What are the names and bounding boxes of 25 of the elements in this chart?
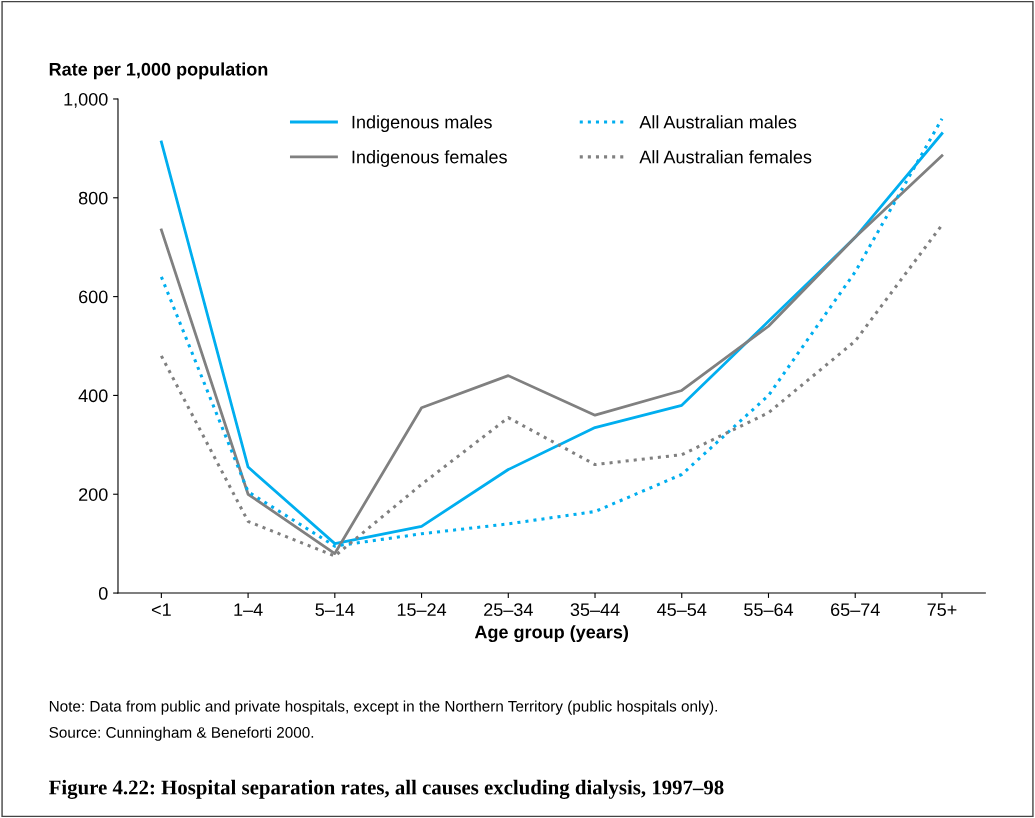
x-tick-label: 65–74 xyxy=(831,603,880,617)
x-tick-label: 55–64 xyxy=(744,603,794,617)
text: Figure 4.22: Hospital separation rates, all causes excluding dialysis, 1997–98 xyxy=(49,779,724,799)
legend-label: All Australian males xyxy=(639,115,797,129)
legend-label: Indigenous males xyxy=(352,115,492,133)
x-axis-title: Age group (years) xyxy=(474,625,629,643)
y-tick-label: 600 xyxy=(79,290,108,304)
x-tick-label: 25–34 xyxy=(484,603,533,617)
source-note: Source: Cunningham & Beneforti 2000. xyxy=(49,726,314,741)
x-tick-label: 15–24 xyxy=(397,603,447,617)
y-tick-label: 0 xyxy=(98,586,108,600)
x-tick-label: 45–54 xyxy=(657,603,707,617)
legend-label: Indigenous females xyxy=(352,150,507,167)
text: Note: Data from public and private hospitals, except in the Northern Territory (public hospitals only). xyxy=(49,700,717,715)
x-tick-label: 35–44 xyxy=(570,603,620,617)
y-tick-label: 400 xyxy=(78,389,108,403)
x-tick-label: 5–14 xyxy=(315,603,355,617)
x-tick-label: <1 xyxy=(151,603,171,616)
y-tick-label: 200 xyxy=(79,488,108,501)
x-tick-label: 75+ xyxy=(927,603,957,617)
y-axis-title: Rate per 1,000 population xyxy=(49,62,268,80)
legend-label: All Australian females xyxy=(639,150,812,164)
y-tick-label: 800 xyxy=(78,191,108,205)
x-tick-label: 1–4 xyxy=(234,603,263,616)
y-tick-label: 1,000 xyxy=(64,92,108,108)
